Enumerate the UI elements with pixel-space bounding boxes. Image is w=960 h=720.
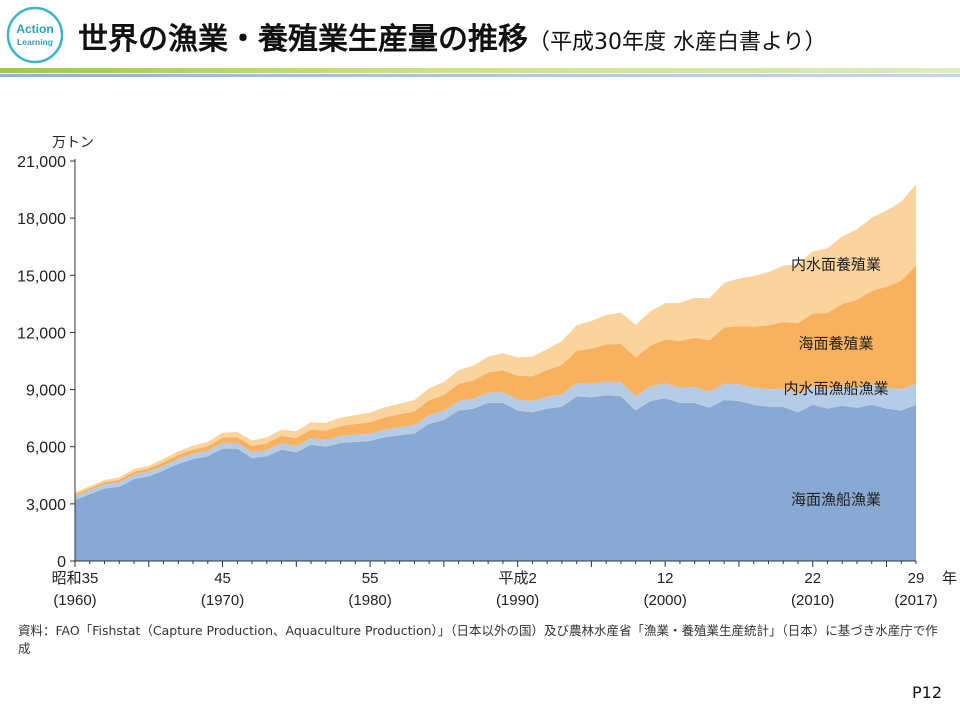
x-tick-label-era: 29 (908, 570, 925, 587)
y-tick-label: 21,000 (17, 154, 66, 171)
x-tick-label-era: 12 (657, 570, 674, 587)
page-title: 世界の漁業・養殖業生産量の推移（平成30年度 水産白書より） (78, 14, 827, 58)
series-label-inland-aquaculture: 内水面養殖業 (791, 256, 881, 274)
y-tick-label: 6,000 (26, 440, 66, 457)
x-tick-label-era: 55 (362, 570, 379, 587)
logo-text-action: Action (16, 22, 53, 36)
series-label-inland-capture: 内水面漁船漁業 (783, 379, 888, 397)
x-tick-label-year: (1970) (201, 592, 244, 609)
logo-ring (6, 6, 64, 64)
source-note: 資料：FAO「Fishstat（Capture Production、Aquac… (18, 623, 938, 656)
area-marine-aquaculture (75, 265, 916, 497)
area-marine-capture (75, 395, 916, 561)
logo-text-learning: Learning (17, 37, 53, 47)
title-underline-green (0, 68, 960, 73)
x-tick-label-year: (1980) (348, 592, 391, 609)
y-tick-label: 12,000 (17, 325, 66, 342)
x-year-label: 年 (942, 569, 957, 587)
y-tick-label: 3,000 (26, 497, 66, 514)
y-tick-label: 9,000 (26, 383, 66, 400)
y-tick-label: 15,000 (17, 268, 66, 285)
x-tick-label-year: (2000) (643, 592, 686, 609)
title-subtitle: （平成30年度 水産白書より） (528, 30, 827, 55)
series-label-marine-aquaculture: 海面養殖業 (798, 335, 873, 353)
x-tick-label-year: (1990) (496, 592, 539, 609)
page-number: P12 (912, 683, 943, 702)
area-inland-aquaculture (75, 184, 916, 495)
action-learning-logo: Action Learning (6, 6, 64, 64)
production-area-chart: 0 3,000 6,000 9,000 12,000 15,000 18,000 21,000… (17, 135, 957, 609)
y-tick-label: 0 (57, 554, 66, 571)
x-tick-label-era: 昭和35 (52, 570, 99, 587)
series-label-marine-capture: 海面漁船漁業 (791, 491, 881, 509)
x-tick-label-year: (1960) (53, 592, 96, 609)
title-main: 世界の漁業・養殖業生産量の推移 (78, 22, 528, 57)
y-tick-label: 18,000 (17, 211, 66, 228)
area-inland-capture (75, 381, 916, 500)
x-tick-label-year: (2017) (894, 592, 937, 609)
y-unit-label: 万トン (52, 135, 94, 151)
title-underline-blue (0, 74, 960, 77)
x-tick-label-era: 平成2 (498, 570, 536, 587)
x-tick-label-year: (2010) (791, 592, 834, 609)
x-tick-label-era: 22 (804, 570, 821, 587)
x-tick-label-era: 45 (214, 570, 231, 587)
